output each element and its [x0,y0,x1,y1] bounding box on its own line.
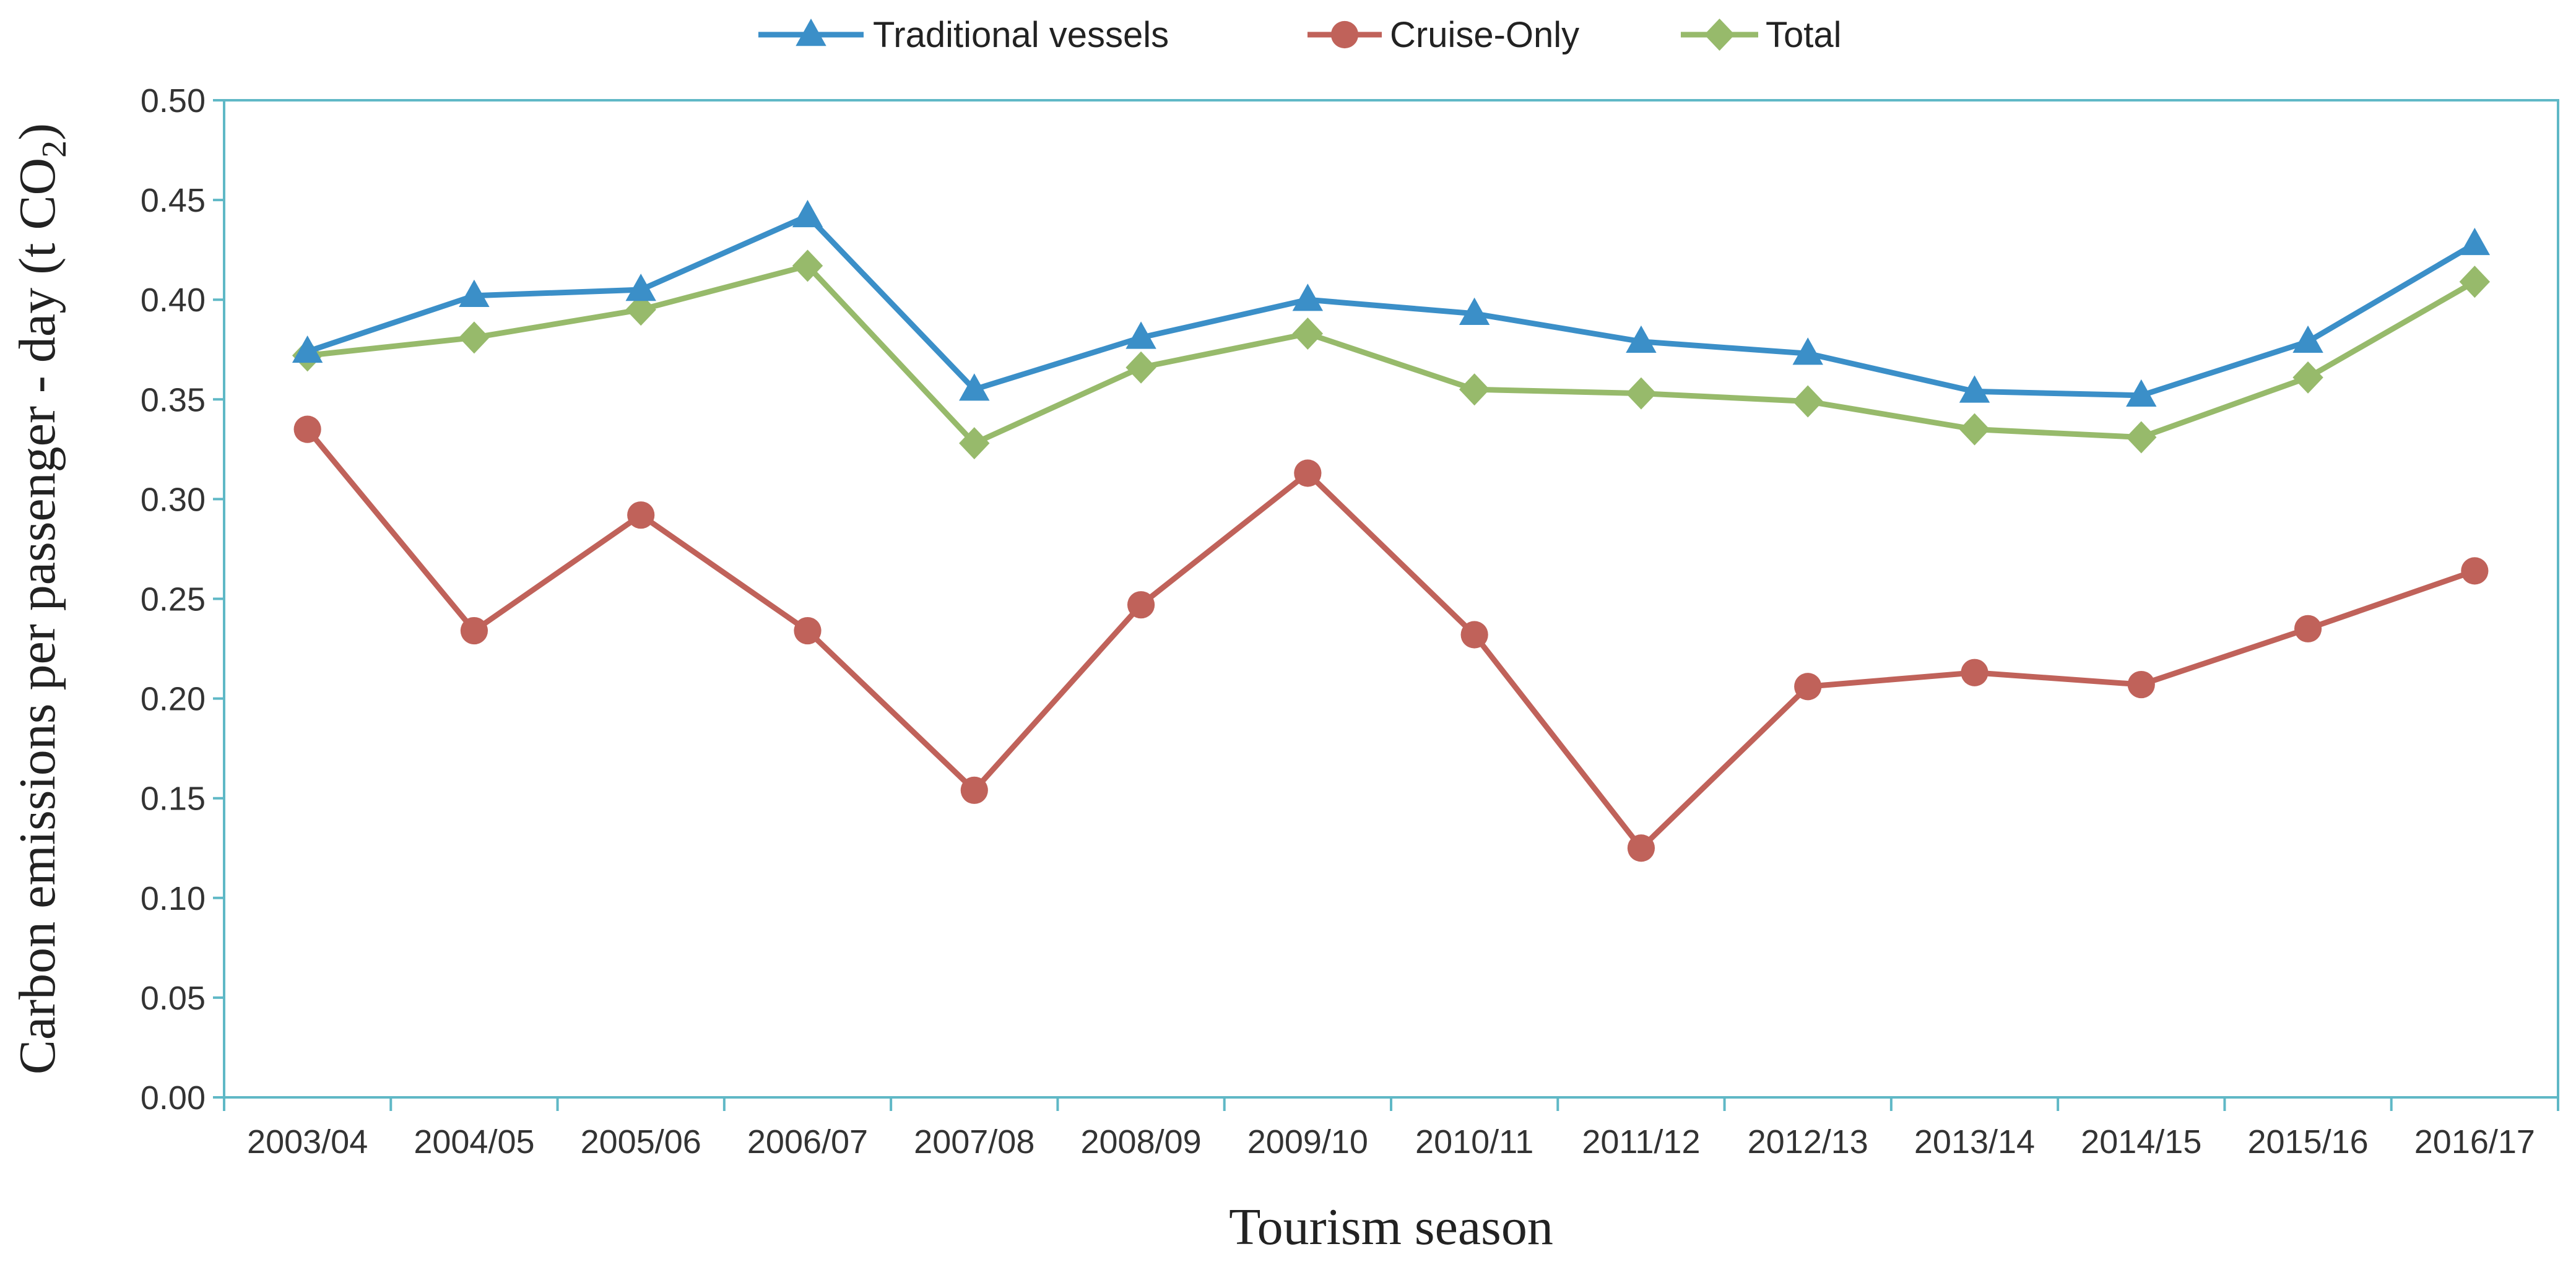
data-point-traditional-vessels [2459,227,2491,256]
data-point-cruise-only [1961,659,1988,686]
series-traditional-vessels [292,199,2491,407]
legend-item-traditional-vessels: Traditional vessels [758,15,1169,55]
x-tick-label: 2005/06 [581,1123,701,1160]
legend-marker [1704,19,1735,51]
y-tick-label: 0.05 [141,980,206,1017]
y-tick-label: 0.35 [141,381,206,418]
data-point-total [1292,317,1324,350]
plot-area [223,99,2559,1099]
data-point-traditional-vessels [792,199,823,228]
series-cruise-only [293,415,2489,862]
data-point-cruise-only [2294,615,2322,642]
data-point-cruise-only [460,616,488,645]
data-point-cruise-only [1460,621,1488,649]
data-point-total [1959,413,1990,446]
y-tick-label: 0.20 [141,681,206,718]
x-tick-label: 2010/11 [1415,1123,1533,1160]
y-tick-label: 0.10 [141,880,206,917]
data-point-total [1626,377,1657,410]
data-point-traditional-vessels [1459,297,1490,325]
legend-item-total: Total [1681,15,1842,55]
legend-marker [796,19,826,46]
x-tick-label: 2009/10 [1247,1123,1368,1160]
y-tick-label: 0.25 [141,581,206,618]
data-point-traditional-vessels [1292,283,1324,311]
series-line-cruise-only [305,427,2476,851]
data-point-total [625,293,656,326]
y-tick-label: 0.15 [141,780,206,818]
data-point-total [2126,421,2157,454]
data-point-cruise-only [1294,459,1322,487]
series-line-total [307,262,2476,446]
x-tick-label: 2006/07 [747,1123,868,1160]
x-tick-label: 2003/04 [247,1123,368,1160]
y-axis-title: Carbon emissions per passenger - day (t … [9,123,74,1074]
y-axis-title-end: ) [9,123,66,140]
legend-item-cruise-only: Cruise-Only [1308,15,1579,55]
x-tick-label: 2008/09 [1080,1123,1201,1160]
data-point-cruise-only [1794,673,1822,701]
data-point-traditional-vessels [1959,375,1990,403]
data-point-cruise-only [1127,591,1155,619]
data-point-cruise-only [960,776,988,804]
x-axis-title: Tourism season [1229,1198,1553,1256]
legend: Traditional vessels Cruise-Only Total [758,15,1842,55]
data-point-cruise-only [627,501,655,529]
data-point-traditional-vessels [1792,337,1823,365]
x-tick-label: 2011/12 [1582,1123,1700,1160]
data-point-total [2292,361,2323,394]
data-point-total [1125,351,1156,384]
data-point-total [959,427,990,460]
legend-label: Cruise-Only [1390,15,1579,55]
x-tick-label: 2007/08 [914,1123,1034,1160]
y-axis-title-main: Carbon emissions per passenger - day (t … [9,158,66,1074]
data-point-traditional-vessels [2292,325,2323,353]
x-tick-label: 2013/14 [1914,1123,2035,1160]
y-tick-label: 0.00 [141,1079,206,1117]
y-tick-label: 0.50 [141,82,206,119]
data-point-traditional-vessels [292,335,323,363]
legend-marker [1330,20,1359,49]
data-point-traditional-vessels [625,274,656,301]
data-point-cruise-only [1627,834,1655,862]
x-tick-label: 2004/05 [414,1123,534,1160]
data-point-total [1792,385,1823,418]
series-total [292,249,2491,460]
data-point-cruise-only [2127,670,2155,699]
series-line-traditional-vessels [306,213,2476,399]
data-point-total [792,249,823,282]
x-tick-label: 2012/13 [1748,1123,1868,1160]
y-tick-label: 0.30 [141,481,206,518]
data-point-total [459,321,490,354]
plot-border [223,99,2559,1099]
data-point-cruise-only [794,616,822,645]
x-axis: 2003/04 2004/05 2005/06 2006/07 2007/08 2008/… [223,1097,2559,1160]
data-point-traditional-vessels [1626,325,1657,353]
y-tick-label: 0.45 [141,182,206,219]
series-layer [292,199,2491,862]
data-point-cruise-only [293,415,321,443]
data-point-traditional-vessels [1125,321,1156,349]
y-tick-label: 0.40 [141,282,206,319]
data-point-traditional-vessels [459,279,490,307]
data-point-traditional-vessels [959,373,990,401]
y-axis: 0.00 0.05 0.10 0.15 0.20 0.25 0.30 0.35 0.40 0.45… [141,82,224,1117]
data-point-cruise-only [2461,557,2489,585]
legend-label: Total [1766,15,1842,55]
y-axis-title-subscript: 2 [35,140,74,158]
data-point-total [1459,373,1490,406]
x-tick-label: 2014/15 [2081,1123,2201,1160]
data-point-total [2459,266,2491,298]
x-tick-label: 2015/16 [2247,1123,2368,1160]
x-tick-label: 2016/17 [2414,1123,2535,1160]
legend-label: Traditional vessels [873,15,1169,55]
data-point-traditional-vessels [2126,379,2157,407]
